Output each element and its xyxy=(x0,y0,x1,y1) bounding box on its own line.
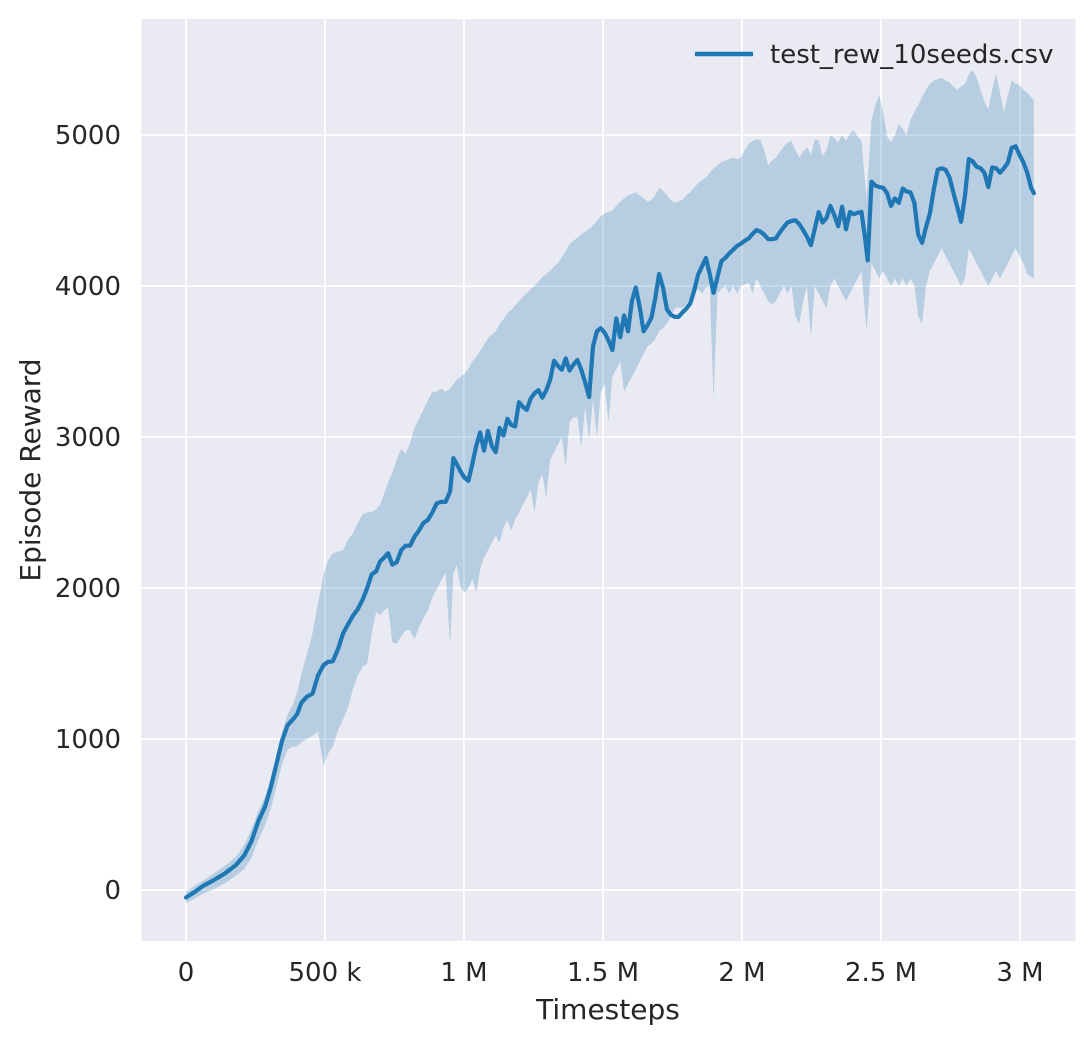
x-tick-label: 0 xyxy=(178,958,195,988)
y-tick-label: 2000 xyxy=(55,574,121,604)
x-axis-label: Timesteps xyxy=(535,993,680,1026)
legend-label: test_rew_10seeds.csv xyxy=(770,40,1053,70)
mean-reward-line xyxy=(183,144,1036,900)
x-tick-label: 1 M xyxy=(440,958,487,988)
band-area xyxy=(186,70,1034,904)
x-tick-label: 3 M xyxy=(996,958,1043,988)
y-tick-label: 0 xyxy=(104,876,121,906)
y-tick-labels: 0 1000 2000 3000 4000 5000 xyxy=(55,121,121,906)
y-tick-label: 5000 xyxy=(55,121,121,151)
x-tick-labels: 0 500 k 1 M 1.5 M 2 M 2.5 M 3 M xyxy=(178,958,1044,988)
y-tick-label: 4000 xyxy=(55,272,121,302)
y-tick-label: 3000 xyxy=(55,423,121,453)
x-tick-label: 500 k xyxy=(289,958,362,988)
y-tick-label: 1000 xyxy=(55,725,121,755)
x-tick-label: 2 M xyxy=(718,958,765,988)
x-tick-label: 1.5 M xyxy=(567,958,639,988)
mean-line xyxy=(183,144,1036,900)
axes-background xyxy=(141,19,1076,941)
legend: test_rew_10seeds.csv xyxy=(695,40,1053,70)
confidence-band xyxy=(186,70,1034,904)
x-tick-label: 2.5 M xyxy=(845,958,917,988)
gridlines xyxy=(141,19,1076,941)
y-axis-label: Episode Reward xyxy=(14,358,47,581)
